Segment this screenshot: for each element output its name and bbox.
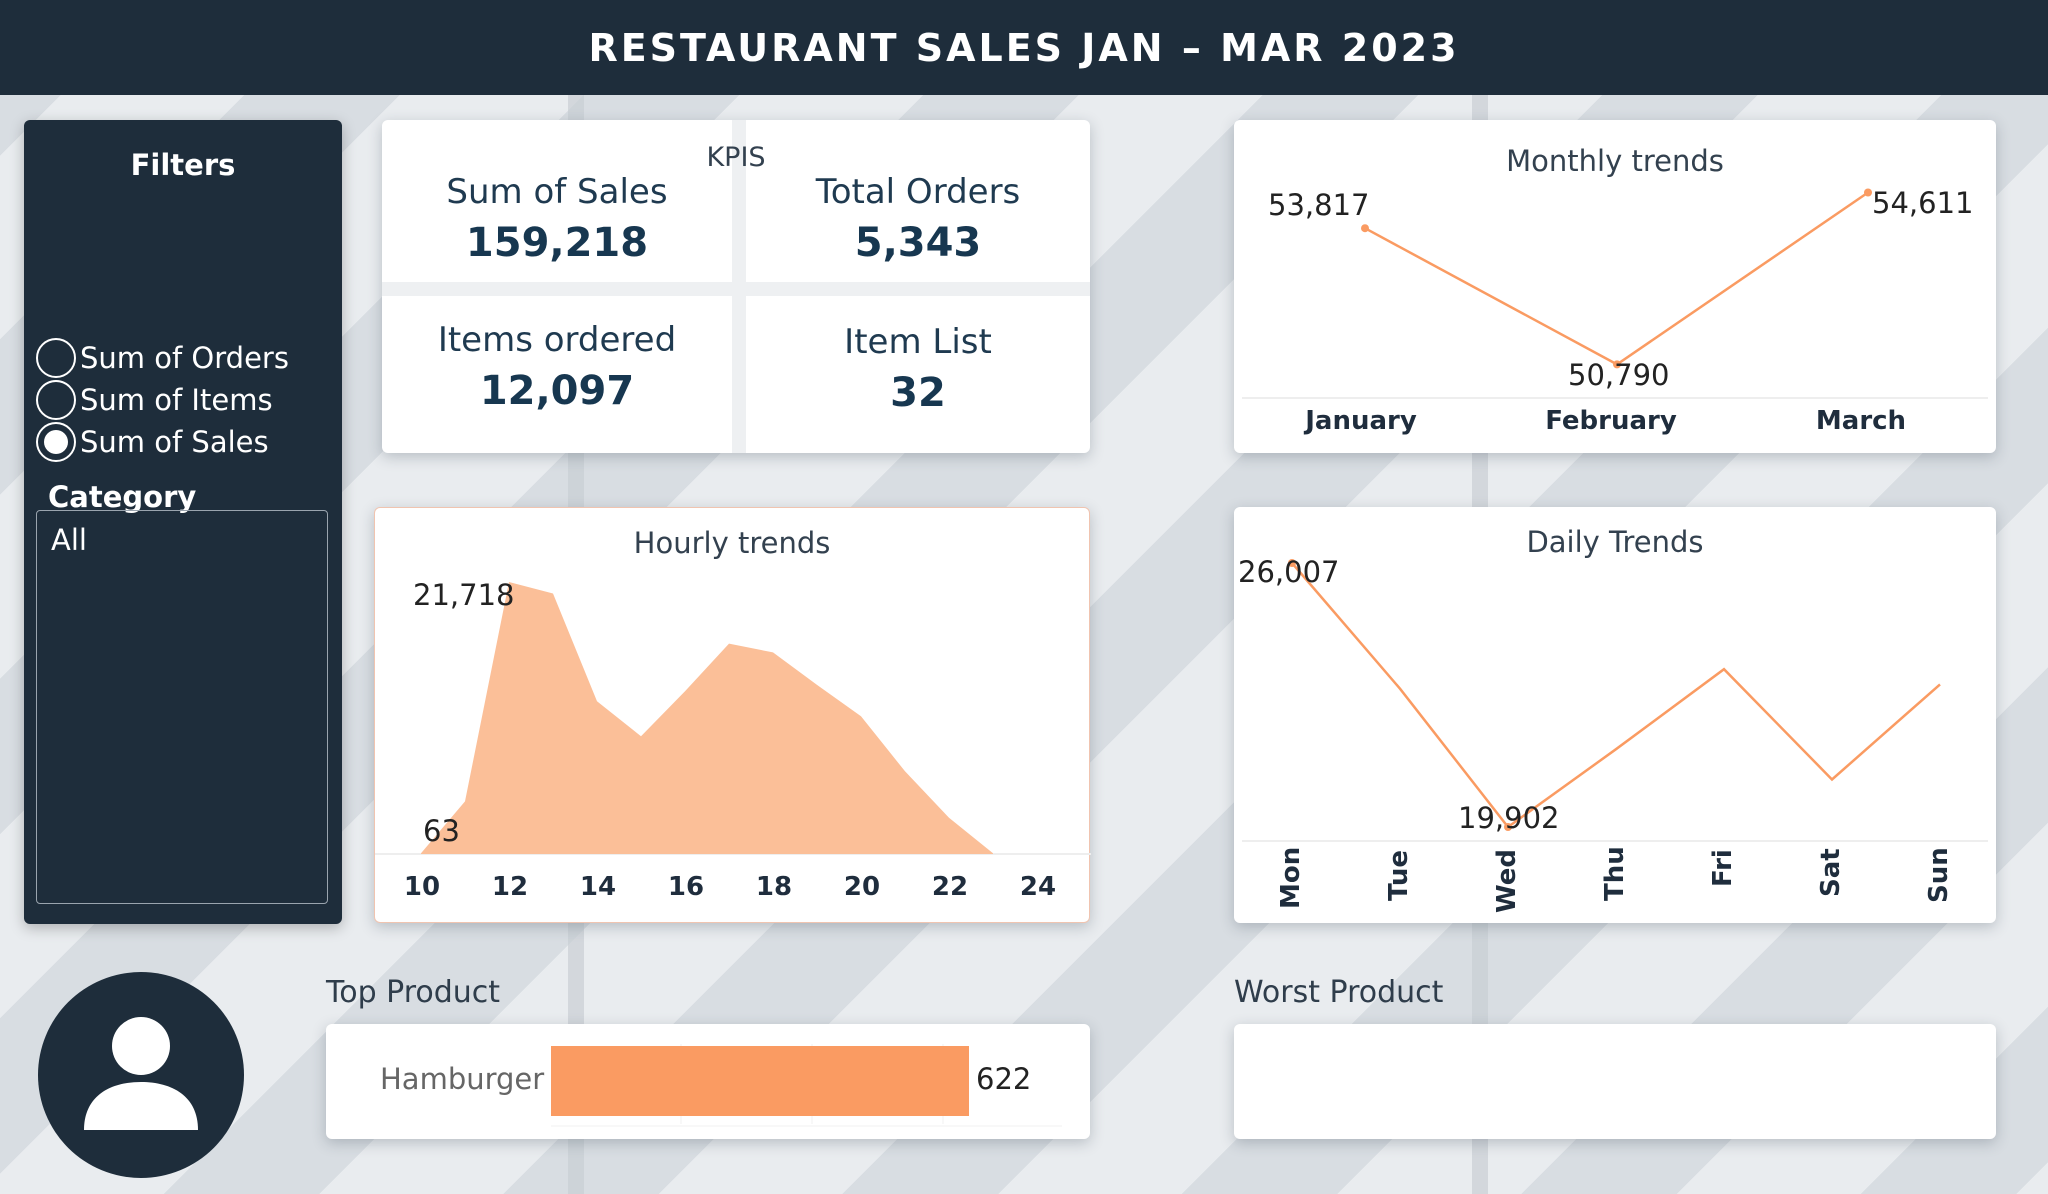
monthly-trends-card: Monthly trends 53,817 50,790 54,611 Janu… — [1234, 120, 1996, 453]
x-tick-mon: Mon — [1276, 846, 1306, 909]
user-icon — [84, 1017, 198, 1130]
daily-chart — [1242, 559, 1988, 842]
data-point-max — [1288, 559, 1296, 567]
data-label-march: 54,611 — [1872, 186, 1974, 220]
daily-title: Daily Trends — [1526, 525, 1704, 559]
hourly-trends-card: Hourly trends 21,718 63 10 12 14 16 18 2… — [374, 507, 1091, 923]
kpi-title: KPIS — [706, 142, 766, 173]
top-product-title: Top Product — [326, 975, 501, 1010]
dashboard-header: RESTAURANT SALES JAN – MAR 2023 — [0, 0, 2048, 95]
data-label-max: 21,718 — [413, 578, 515, 612]
radio-button[interactable] — [36, 380, 76, 420]
bar-value-label: 622 — [976, 1062, 1032, 1096]
data-label-max: 26,007 — [1238, 555, 1340, 589]
data-point — [1864, 188, 1872, 197]
data-point — [1613, 360, 1621, 369]
items-label: Items ordered — [437, 320, 677, 360]
x-tick-tue: Tue — [1384, 849, 1414, 901]
x-tick: 20 — [843, 872, 881, 902]
x-tick-sun: Sun — [1924, 847, 1954, 903]
category-option-all[interactable]: All — [51, 523, 87, 557]
x-tick-wed: Wed — [1492, 849, 1522, 913]
daily-series-line — [1291, 562, 1941, 829]
top-product-card: Hamburger 622 — [326, 1024, 1090, 1139]
worst-product-card — [1234, 1024, 1996, 1139]
x-tick: 22 — [931, 872, 969, 902]
item-list-label: Item List — [844, 322, 992, 362]
x-tick: 12 — [491, 872, 529, 902]
radio-sum-of-sales[interactable]: Sum of Sales — [36, 422, 269, 462]
monthly-title: Monthly trends — [1506, 144, 1724, 178]
data-label-january: 53,817 — [1268, 188, 1370, 222]
filters-title: Filters — [130, 148, 236, 182]
data-label-min: 63 — [423, 814, 460, 848]
top-product-chart — [551, 1044, 1062, 1127]
x-tick: 18 — [755, 872, 793, 902]
items-value: 12,097 — [479, 368, 635, 414]
kpi-divider — [382, 282, 1090, 296]
data-label-february: 50,790 — [1568, 358, 1670, 392]
hourly-chart — [375, 582, 1091, 855]
daily-trends-card: Daily Trends 26,007 19,902 Mon Tue Wed T… — [1234, 507, 1996, 923]
radio-sum-of-orders[interactable]: Sum of Orders — [36, 338, 289, 378]
bar-hamburger — [551, 1046, 969, 1116]
radio-button[interactable] — [36, 338, 76, 378]
worst-product-title: Worst Product — [1234, 975, 1444, 1010]
x-tick: 24 — [1019, 872, 1057, 902]
item-list-value: 32 — [890, 370, 946, 416]
user-avatar[interactable] — [38, 972, 244, 1178]
x-tick-february: February — [1545, 406, 1677, 436]
radio-label: Sum of Items — [80, 383, 273, 417]
category-label: Category — [48, 480, 197, 514]
hourly-area — [421, 582, 993, 854]
sales-label: Sum of Sales — [446, 172, 668, 212]
data-label-min: 19,902 — [1458, 801, 1560, 835]
x-tick-fri: Fri — [1708, 849, 1738, 887]
bar-category-label: Hamburger — [380, 1062, 545, 1096]
x-tick-march: March — [1815, 406, 1907, 436]
sales-value: 159,218 — [465, 220, 649, 266]
hourly-title: Hourly trends — [633, 526, 831, 560]
x-tick-thu: Thu — [1600, 846, 1630, 901]
x-tick-sat: Sat — [1816, 848, 1846, 897]
monthly-chart — [1242, 188, 1988, 399]
x-tick: 14 — [579, 872, 617, 902]
monthly-series-line — [1364, 191, 1869, 366]
filters-panel: Filters Sum of Orders Sum of Items Sum o… — [24, 120, 342, 924]
radio-sum-of-items[interactable]: Sum of Items — [36, 380, 273, 420]
category-listbox[interactable]: All — [36, 510, 328, 904]
x-tick: 10 — [403, 872, 441, 902]
x-tick: 16 — [667, 872, 705, 902]
radio-label: Sum of Orders — [80, 341, 289, 375]
radio-button-selected[interactable] — [36, 422, 76, 462]
data-point — [1361, 224, 1369, 233]
orders-value: 5,343 — [854, 220, 982, 266]
page-title: RESTAURANT SALES JAN – MAR 2023 — [588, 25, 1460, 70]
x-tick-january: January — [1305, 406, 1417, 436]
kpi-card: KPIS Sum of Sales 159,218 Total Orders 5… — [382, 120, 1090, 453]
data-point-min — [1504, 823, 1512, 831]
radio-label: Sum of Sales — [80, 425, 269, 459]
orders-label: Total Orders — [815, 172, 1021, 212]
